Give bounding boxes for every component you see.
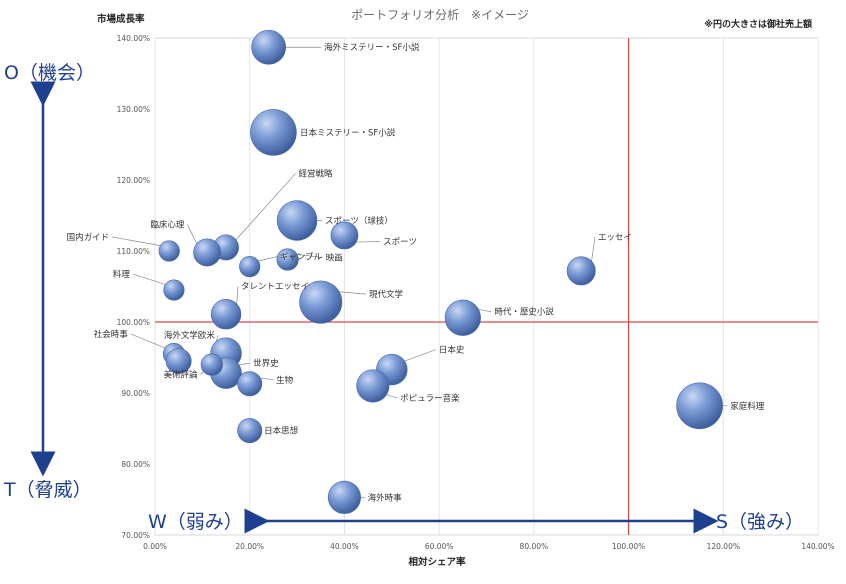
y-tick-label: 90.00% xyxy=(121,389,150,398)
bubble-label: スポーツ xyxy=(383,237,417,247)
bubble-point xyxy=(165,348,192,374)
bubble-label: 世界史 xyxy=(253,358,279,369)
bubble-point xyxy=(158,240,180,262)
bubble-point xyxy=(676,382,723,430)
bubble-point xyxy=(237,371,263,397)
x-tick-label: 100.00% xyxy=(612,542,645,551)
bubble-label: 美術評論 xyxy=(164,370,199,381)
leader-line xyxy=(590,236,596,264)
y-tick-label: 70.00% xyxy=(121,531,150,540)
bubble-label: 臨床心理 xyxy=(150,219,185,230)
bubble-label: 映画 xyxy=(326,253,343,264)
y-tick-label: 130.00% xyxy=(117,105,150,114)
bubble-point xyxy=(299,280,343,324)
bubble-point xyxy=(276,248,299,271)
x-tick-label: 80.00% xyxy=(520,542,549,551)
leader-line xyxy=(187,224,198,246)
strength-label: S（強み） xyxy=(716,511,804,533)
x-axis-label: 相対シェア率 xyxy=(408,556,466,568)
x-tick-label: 0.00% xyxy=(143,542,167,551)
y-tick-label: 110.00% xyxy=(117,247,150,256)
leader-line xyxy=(353,241,381,243)
y-tick-label: 80.00% xyxy=(121,460,150,469)
y-axis-label: 市場成長率 xyxy=(97,13,145,25)
leader-line xyxy=(256,256,277,262)
bubble-label: 料理 xyxy=(113,269,131,280)
bubble-point xyxy=(356,369,390,403)
chart-title: ポートフォリオ分析 ※イメージ xyxy=(351,8,529,22)
y-tick-label: 140.00% xyxy=(117,34,150,43)
x-tick-label: 60.00% xyxy=(425,542,454,551)
bubbles xyxy=(158,29,723,514)
y-tick-label: 100.00% xyxy=(117,318,150,327)
grid-lines xyxy=(154,38,819,535)
x-tick-label: 120.00% xyxy=(707,542,740,551)
bubble-label: 海外時事 xyxy=(368,492,403,503)
x-tick-label: 20.00% xyxy=(235,542,264,551)
bubble-point xyxy=(251,29,287,65)
note-text: ※円の大きさは御社売上額 xyxy=(704,18,812,30)
bubble-label: 経営戦略 xyxy=(299,168,334,179)
bubble-point xyxy=(276,200,318,241)
bubble-label: 現代文学 xyxy=(369,289,404,300)
bubble-point xyxy=(330,221,359,250)
leader-line xyxy=(130,333,167,349)
bubble-label: 国内ガイド xyxy=(67,232,110,243)
bubble-label: 海外ミステリー・SF小説 xyxy=(324,42,420,53)
bubble-label: 家庭料理 xyxy=(730,401,765,412)
bubble-label: タレントエッセイ xyxy=(241,282,309,292)
x-tick-label: 40.00% xyxy=(330,542,359,551)
bubble-label: 日本史 xyxy=(439,345,465,356)
bubble-point xyxy=(566,256,596,286)
leader-line xyxy=(402,349,436,363)
leader-line xyxy=(335,291,367,295)
threat-label: T（脅威） xyxy=(3,479,92,501)
bubble-point xyxy=(250,109,297,156)
x-tick-labels: 0.00% 20.00% 40.00% 60.00% 80.00% 100.00% 120.… xyxy=(143,542,835,551)
weakness-label: W（弱み） xyxy=(148,511,243,533)
bubble-label: 生物 xyxy=(276,375,294,386)
bubble-point xyxy=(239,256,261,278)
bubble-label: エッセイ xyxy=(598,233,632,243)
opportunity-label: O（機会） xyxy=(4,62,95,84)
bubble-label: 社会時事 xyxy=(94,329,129,340)
bubble-point xyxy=(444,299,481,336)
bubble-point xyxy=(200,353,223,376)
bubble-label: 日本ミステリー・SF小説 xyxy=(300,127,396,138)
label-leader-lines xyxy=(112,46,728,498)
leader-line xyxy=(132,273,167,286)
bubble-point xyxy=(193,238,221,267)
bubble-label: ギャンブル xyxy=(280,252,323,263)
y-tick-label: 120.00% xyxy=(117,176,150,185)
leader-line xyxy=(234,173,296,242)
leader-line xyxy=(295,253,323,258)
bubble-label: スポーツ（球技） xyxy=(325,215,393,226)
leader-line xyxy=(236,286,239,307)
bubble-label: 日本思想 xyxy=(264,426,299,437)
bubble-label: ポピュラー音楽 xyxy=(400,393,460,404)
y-tick-labels: 70.00% 80.00% 90.00% 100.00% 110.00% 120.00% 1… xyxy=(117,34,150,540)
quadrant-lines xyxy=(155,38,818,535)
bubble-point xyxy=(237,418,263,444)
bubble-point xyxy=(210,298,242,330)
bubble-point xyxy=(327,480,361,514)
bubble-point xyxy=(163,279,185,301)
bubble-label: 時代・歴史小説 xyxy=(494,307,554,318)
leader-line xyxy=(112,236,163,247)
bubble-label: 海外文学欧米 xyxy=(164,330,216,341)
x-tick-label: 140.00% xyxy=(801,542,834,551)
